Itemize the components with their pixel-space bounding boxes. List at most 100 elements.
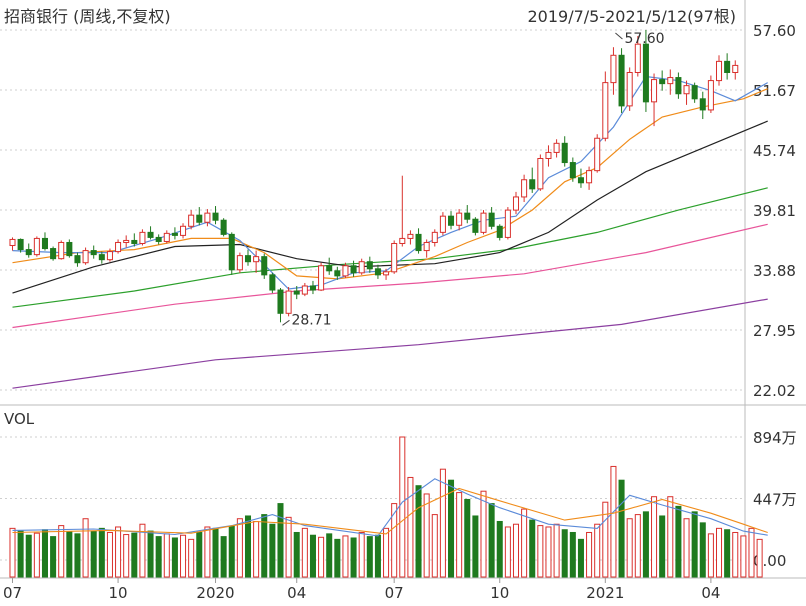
candle-body xyxy=(228,233,235,271)
candle-body xyxy=(480,212,487,233)
candle-body xyxy=(350,265,357,274)
volume-bar xyxy=(244,515,252,578)
price-ma10-line xyxy=(12,88,768,280)
volume-bar xyxy=(318,536,325,578)
volume-bar xyxy=(358,531,365,578)
volume-bar xyxy=(748,527,755,578)
price-tick-label: 51.67 xyxy=(753,82,796,100)
candle-body xyxy=(25,249,32,256)
volume-bar xyxy=(236,518,243,578)
volume-bar xyxy=(504,526,511,578)
volume-bar xyxy=(521,508,528,578)
volume-bar xyxy=(220,536,227,578)
volume-bar xyxy=(756,538,763,578)
volume-bar xyxy=(17,530,24,578)
candle-body xyxy=(512,196,520,211)
candle xyxy=(269,272,276,294)
candle-body xyxy=(220,219,227,235)
candle-body xyxy=(90,250,97,256)
volume-bar xyxy=(41,529,48,578)
candle-body xyxy=(147,231,154,238)
volume-bar xyxy=(740,535,747,578)
volume-bar xyxy=(626,518,633,578)
candle-body xyxy=(618,54,625,107)
candle xyxy=(496,224,503,241)
candle xyxy=(17,238,24,253)
volume-bar xyxy=(334,538,341,578)
candle xyxy=(715,55,723,86)
volume-bar xyxy=(488,503,495,578)
candle-body xyxy=(66,241,73,257)
x-tick-label: 04 xyxy=(701,584,720,602)
volume-bar xyxy=(139,523,146,578)
candle-body xyxy=(415,233,422,252)
volume-bar xyxy=(594,523,601,578)
candle xyxy=(334,266,341,280)
candle xyxy=(301,282,308,297)
volume-bar xyxy=(204,526,211,578)
volume-bar xyxy=(285,516,292,578)
price-tick-label: 39.81 xyxy=(753,202,796,220)
candle-body xyxy=(212,212,219,221)
volume-bar xyxy=(309,534,316,578)
candle xyxy=(480,210,487,235)
x-tick-label: 04 xyxy=(287,584,306,602)
volume-bar xyxy=(732,531,739,578)
candle-body xyxy=(423,241,430,252)
candle xyxy=(456,209,463,231)
volume-bar xyxy=(261,514,268,578)
candle-body xyxy=(374,268,381,276)
candle xyxy=(464,205,471,224)
volume-bar xyxy=(634,514,641,578)
volume-bar xyxy=(374,534,381,578)
candle xyxy=(651,73,658,127)
candle xyxy=(261,253,268,279)
candle-body xyxy=(464,212,471,220)
candle xyxy=(277,288,284,323)
candle xyxy=(236,252,243,273)
x-tick-label: 07 xyxy=(3,584,22,602)
candle-body xyxy=(50,248,57,260)
price-tick-label: 45.74 xyxy=(753,142,796,160)
candle xyxy=(415,228,422,254)
volume-bar xyxy=(699,522,706,578)
price-tick-label: 27.95 xyxy=(753,322,796,340)
candle xyxy=(512,191,520,215)
volume-bar xyxy=(618,479,625,578)
volume-bar xyxy=(9,527,16,578)
volume-bar xyxy=(326,533,333,578)
candle-body xyxy=(537,157,544,190)
candle-body xyxy=(106,251,113,261)
volume-bar xyxy=(423,493,430,578)
candle xyxy=(285,286,292,317)
candle-body xyxy=(691,85,698,100)
volume-bar xyxy=(529,519,536,578)
volume-bar xyxy=(561,529,568,578)
volume-bar xyxy=(448,479,455,578)
candle xyxy=(407,230,414,245)
candle-body xyxy=(155,236,162,242)
volume-bar xyxy=(577,538,584,578)
volume-bar xyxy=(683,518,690,578)
candle xyxy=(139,229,146,246)
candle-body xyxy=(545,151,552,159)
volume-bar xyxy=(366,536,373,578)
volume-bar xyxy=(724,529,731,578)
candle-body xyxy=(569,162,576,179)
candle-body xyxy=(659,79,666,85)
volume-ma10-line xyxy=(12,487,768,535)
candle xyxy=(74,252,81,267)
candle xyxy=(634,36,641,77)
price-ma30-line xyxy=(12,187,768,308)
candle xyxy=(472,217,479,236)
candle xyxy=(309,280,316,295)
volume-bar xyxy=(569,531,576,578)
volume-bar xyxy=(399,436,406,578)
candle xyxy=(610,47,617,95)
candle-body xyxy=(41,237,48,250)
candle-body xyxy=(715,60,723,82)
candle-body xyxy=(732,64,739,73)
volume-bar xyxy=(147,530,154,578)
candle xyxy=(683,80,690,105)
